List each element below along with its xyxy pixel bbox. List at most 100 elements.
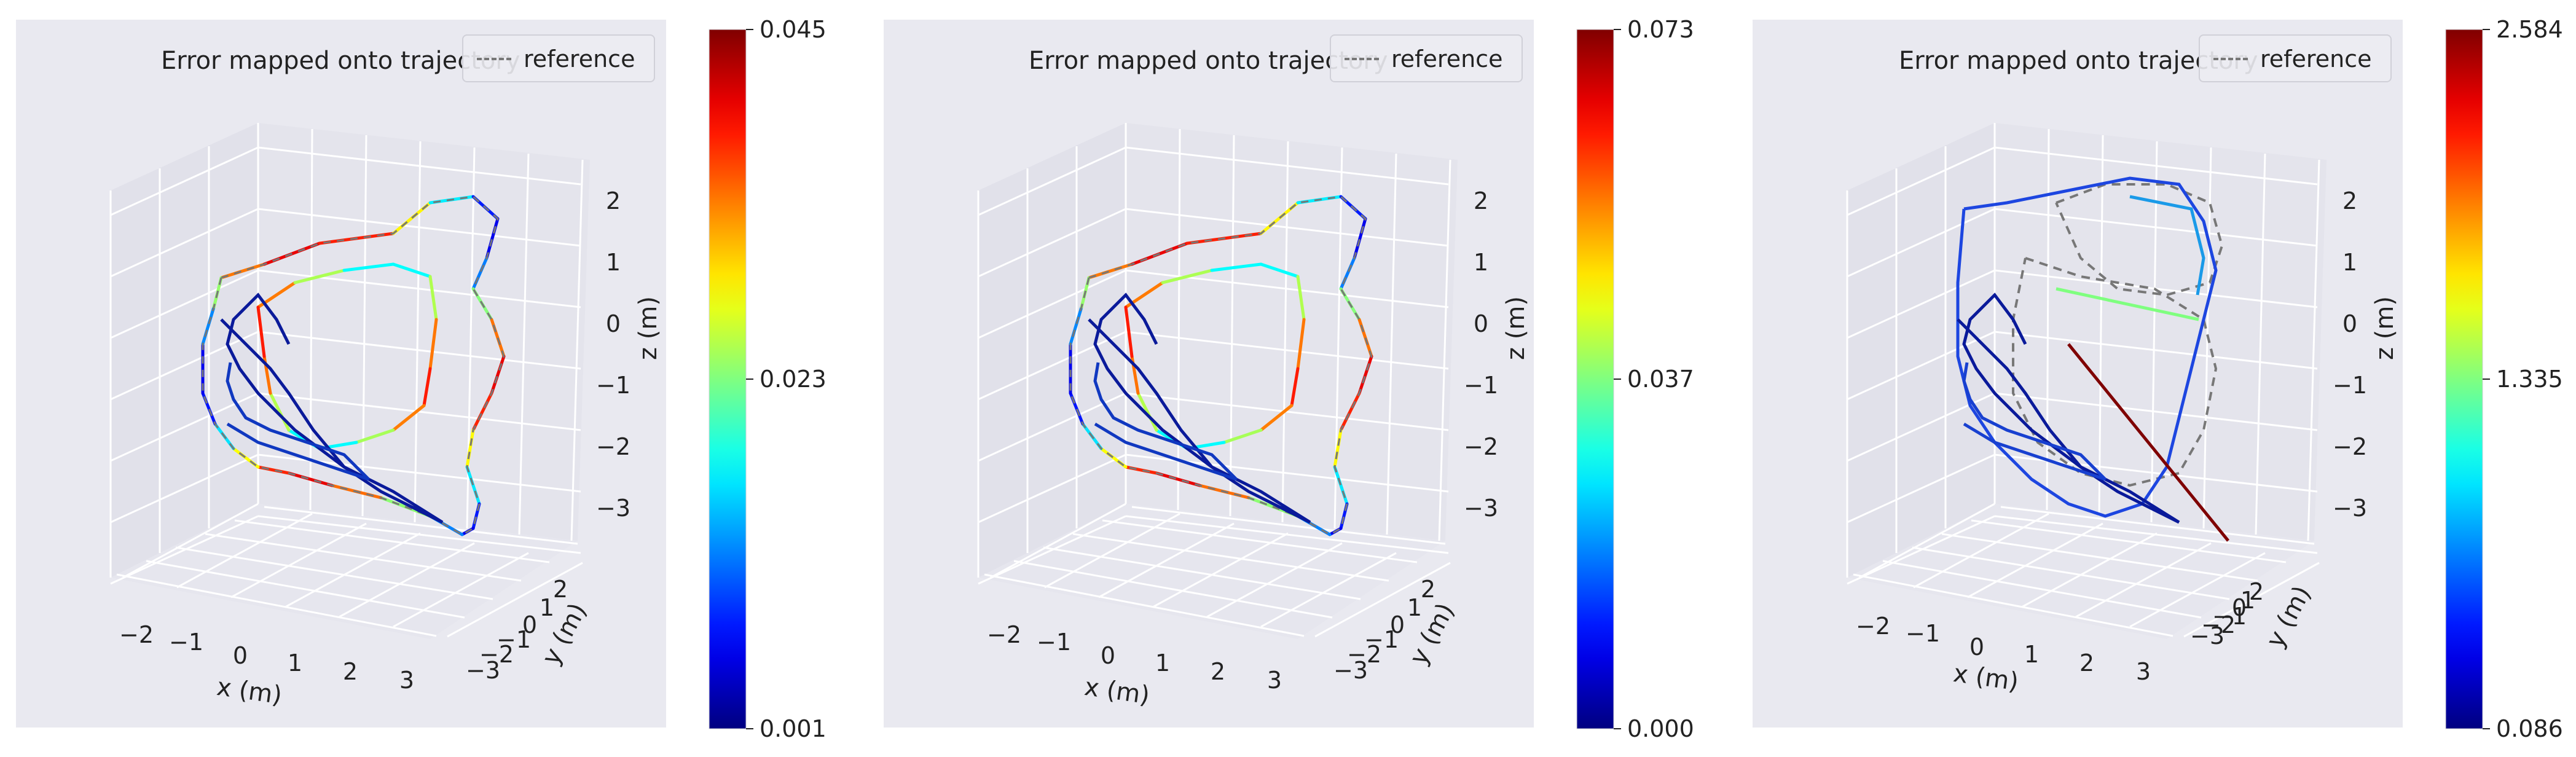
trajectory-segment [1087, 262, 1134, 280]
grid-line [978, 208, 1126, 278]
trajectory-segment [220, 292, 444, 524]
trajectory-segment [2129, 195, 2205, 296]
trajectory-segment [1161, 269, 1214, 284]
grid-line [110, 269, 259, 339]
axes-box-1 [109, 123, 590, 639]
grid-line [1847, 515, 1995, 585]
trajectory-segment [1296, 275, 1306, 321]
trajectory-segment [391, 404, 426, 432]
trajectory-segment [428, 318, 438, 371]
colorbar-tick-label: 2.584 [2496, 16, 2563, 43]
grid-line [1125, 331, 1449, 370]
grid-line [447, 562, 583, 638]
y-tick-label: −2 [479, 641, 514, 668]
grid-line [1125, 146, 1449, 186]
legend-2: reference [1330, 34, 1523, 82]
trajectory-segment [1353, 217, 1367, 260]
grid-line [518, 153, 530, 535]
z-tick-label: −3 [2333, 495, 2367, 522]
y-tick-label: −3 [1333, 657, 1368, 684]
grid-line [2098, 135, 2104, 517]
outlier-segment [2056, 287, 2199, 321]
grid-line [110, 453, 259, 524]
grid-line [339, 542, 475, 618]
trajectory-segment [422, 367, 432, 407]
trajectory-segment [1333, 428, 1343, 469]
grid-line [1043, 546, 1361, 600]
grid-line [122, 503, 259, 579]
trajectory-segment [490, 355, 506, 395]
y-tick-label: 0 [2232, 594, 2247, 621]
grid-line [1971, 519, 2287, 563]
z-axis-label: z (m) [634, 296, 662, 360]
grid-line [1177, 128, 1181, 511]
y-tick-label: 0 [522, 611, 537, 638]
grid-line [978, 515, 1126, 585]
axes-box-2 [977, 123, 1458, 639]
trajectory-group-2 [1069, 195, 1373, 536]
trajectory-segment [342, 262, 395, 272]
back-wall-3 [1995, 123, 2327, 541]
legend-reference-label-3: reference [2260, 45, 2372, 73]
z-axis-label: z (m) [1502, 296, 1530, 360]
grid-line [2307, 159, 2320, 541]
grid-line [2046, 128, 2050, 511]
grid-line [1131, 506, 1446, 545]
grid-line [1847, 208, 1995, 278]
grid-line [257, 392, 581, 431]
y-tick-label: −2 [2201, 611, 2236, 638]
trajectory-segment [1069, 305, 1083, 346]
grid-line [1125, 392, 1449, 431]
grid-line [1102, 519, 1418, 563]
colorbar-gradient-3 [2445, 29, 2483, 729]
grid-line [205, 533, 522, 582]
grid-line [978, 269, 1126, 339]
y-tick-label: 1 [1407, 594, 1422, 621]
grid-line [1847, 269, 1995, 339]
grid-line [1847, 453, 1995, 524]
grid-line [264, 506, 578, 545]
colorbar-gradient-2 [1576, 29, 1614, 729]
grid-line [1260, 552, 1397, 628]
trajectory-segment [226, 362, 370, 481]
grid-line [1072, 533, 1389, 582]
left-wall-3 [1847, 123, 1995, 578]
grid-line [2255, 153, 2266, 535]
z-tick-label: −2 [1464, 433, 1498, 460]
y-tick-label: −1 [2212, 603, 2247, 630]
colorbar-gradient-1 [709, 29, 747, 729]
trajectory-segment [1210, 262, 1263, 272]
y-tick-label: 1 [2240, 587, 2255, 614]
trajectory-segment [1088, 292, 1311, 524]
z-tick-label: 2 [1474, 187, 1488, 214]
x-tick-label: 0 [1969, 633, 1984, 661]
x-tick-label: 1 [2024, 641, 2039, 668]
z-tick-label: 1 [606, 249, 621, 276]
z-tick-label: 2 [2342, 187, 2357, 214]
colorbar-tick-label: 1.335 [2496, 366, 2563, 393]
grid-line [257, 269, 581, 308]
x-tick-label: 3 [2136, 658, 2151, 685]
y-axis-label: y (m) [2261, 581, 2317, 653]
trajectory-segment [1222, 428, 1263, 444]
grid-line [110, 208, 259, 278]
grid-line [116, 573, 437, 637]
grid-line [1941, 533, 2258, 582]
z-tick-label: 2 [606, 187, 621, 214]
y-tick-label: 0 [1390, 611, 1405, 638]
grid-line [2150, 141, 2158, 523]
grid-line [2000, 506, 2315, 545]
grid-line [146, 560, 465, 619]
grid-line [1125, 208, 1449, 247]
back-wall-1 [258, 123, 590, 541]
z-tick-label: −2 [596, 433, 630, 460]
trajectory-segment [428, 275, 438, 321]
grid-line [175, 546, 493, 600]
z-tick-label: −3 [1464, 495, 1498, 522]
z-tick-label: −1 [596, 372, 630, 399]
grid-line [1206, 542, 1343, 618]
trajectory-segment [256, 305, 266, 358]
legend-3: reference [2199, 34, 2392, 82]
y-tick-label: 2 [2249, 578, 2264, 605]
grid-line [414, 141, 422, 523]
